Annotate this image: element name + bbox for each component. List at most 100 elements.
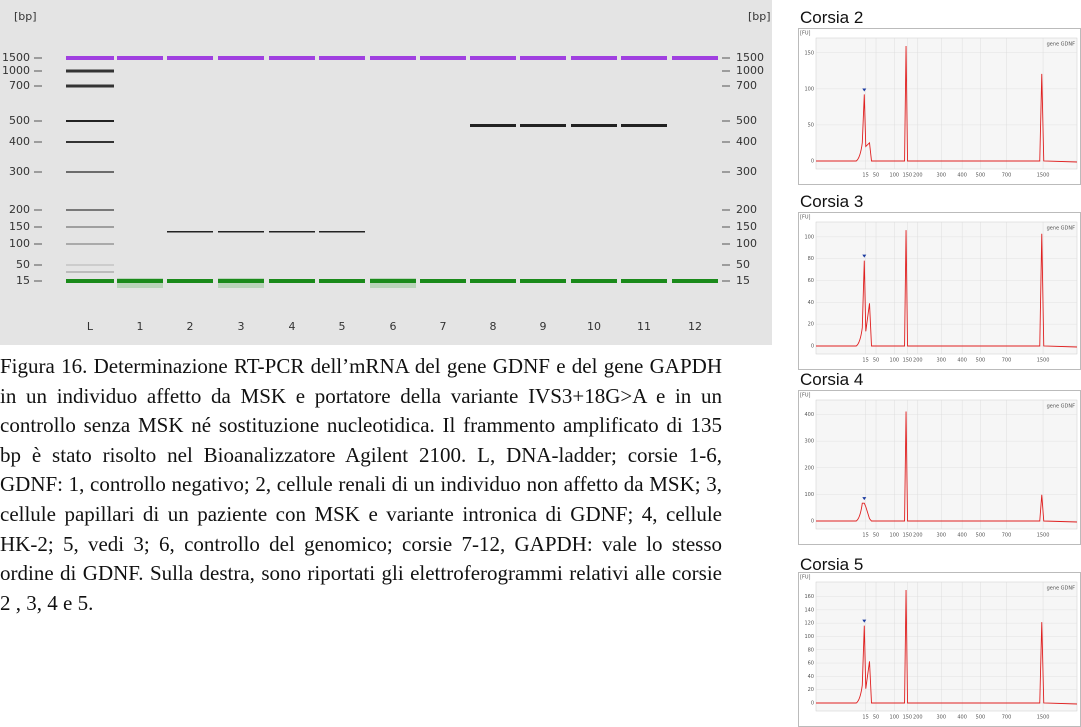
plot-area <box>816 222 1077 354</box>
x-tick-label: 150 <box>903 358 913 364</box>
x-tick-label: 300 <box>937 358 947 364</box>
marker-band <box>167 279 213 283</box>
x-tick-label: 50 <box>873 173 879 179</box>
marker-band <box>218 56 264 60</box>
size-label-left: 15 <box>16 274 30 287</box>
left-unit: [bp] <box>14 10 37 23</box>
marker-band <box>319 279 365 283</box>
size-label-right: 500 <box>736 114 757 127</box>
x-tick-label: 150 <box>903 173 913 179</box>
y-tick-label: 20 <box>808 322 814 328</box>
ladder-band <box>66 264 114 266</box>
x-tick-label: 300 <box>937 715 947 721</box>
size-label-right: 50 <box>736 258 750 271</box>
size-label-left: 200 <box>9 203 30 216</box>
y-tick-label: 0 <box>811 159 814 165</box>
size-label-left: 1500 <box>2 51 30 64</box>
lane-label: 12 <box>688 320 702 333</box>
lane-label: 1 <box>137 320 144 333</box>
x-tick-label: 15 <box>862 533 868 539</box>
plot-area <box>816 400 1077 529</box>
gene-label: gene GDNF <box>1047 42 1076 48</box>
size-label-left: 1000 <box>2 64 30 77</box>
size-label-right: 1500 <box>736 51 764 64</box>
ladder-band <box>66 56 114 60</box>
size-label-right: 100 <box>736 237 757 250</box>
x-tick-label: 200 <box>913 533 923 539</box>
y-tick-label: 80 <box>808 256 814 262</box>
size-label-right: 700 <box>736 79 757 92</box>
x-tick-label: 700 <box>1002 715 1012 721</box>
electropherogram: [FU]gene GDNF020406080100120140160155010… <box>798 572 1081 727</box>
ladder-band <box>66 141 114 143</box>
gene-label: gene GDNF <box>1047 404 1076 410</box>
x-tick-label: 1500 <box>1037 715 1050 721</box>
y-tick-label: 100 <box>804 634 814 640</box>
lane-label: 10 <box>587 320 601 333</box>
x-tick-label: 400 <box>957 358 967 364</box>
x-tick-label: 700 <box>1002 173 1012 179</box>
ladder-band <box>66 209 114 211</box>
gene-label: gene GDNF <box>1047 226 1076 232</box>
size-label-left: 400 <box>9 135 30 148</box>
marker-band <box>420 279 466 283</box>
y-tick-label: 160 <box>804 594 814 600</box>
ladder-band <box>66 120 114 122</box>
y-unit: [FU] <box>800 575 810 581</box>
sample-band <box>470 124 516 127</box>
lane-label: 11 <box>637 320 651 333</box>
x-tick-label: 150 <box>903 533 913 539</box>
y-tick-label: 200 <box>804 465 814 471</box>
lane-label: 3 <box>238 320 245 333</box>
x-tick-label: 500 <box>976 173 986 179</box>
sample-band <box>167 231 213 233</box>
marker-band <box>218 279 264 283</box>
figure-caption: Figura 16. Determinazione RT-PCR dell’mR… <box>0 352 722 618</box>
x-tick-label: 100 <box>890 173 900 179</box>
sample-band <box>621 124 667 127</box>
sample-band <box>319 231 365 233</box>
marker-band <box>621 56 667 60</box>
size-label-right: 15 <box>736 274 750 287</box>
ladder-band <box>66 226 114 228</box>
x-tick-label: 50 <box>873 715 879 721</box>
ladder-band <box>66 243 114 245</box>
y-unit: [FU] <box>800 215 810 221</box>
lane-label: 6 <box>390 320 397 333</box>
lane-label: L <box>87 320 94 333</box>
gel-image: [bp] [bp] 150015001000100070070050050040… <box>0 0 772 345</box>
y-tick-label: 40 <box>808 300 814 306</box>
x-tick-label: 700 <box>1002 358 1012 364</box>
lane-label: 2 <box>187 320 194 333</box>
gene-label: gene GDNF <box>1047 586 1076 592</box>
x-tick-label: 15 <box>862 358 868 364</box>
marker-band <box>420 56 466 60</box>
size-label-left: 300 <box>9 165 30 178</box>
x-tick-label: 1500 <box>1037 533 1050 539</box>
x-tick-label: 150 <box>903 715 913 721</box>
x-tick-label: 200 <box>913 715 923 721</box>
x-tick-label: 300 <box>937 533 947 539</box>
y-tick-label: 150 <box>804 50 814 56</box>
size-label-right: 300 <box>736 165 757 178</box>
x-tick-label: 15 <box>862 715 868 721</box>
y-tick-label: 0 <box>811 519 814 525</box>
x-tick-label: 50 <box>873 533 879 539</box>
sample-band <box>269 231 315 233</box>
y-tick-label: 80 <box>808 647 814 653</box>
lane-label: 7 <box>440 320 447 333</box>
panel-title: Corsia 2 <box>800 8 863 28</box>
marker-band <box>117 279 163 283</box>
plot-area <box>816 38 1077 169</box>
y-tick-label: 40 <box>808 674 814 680</box>
x-tick-label: 15 <box>862 173 868 179</box>
y-tick-label: 400 <box>804 412 814 418</box>
x-tick-label: 400 <box>957 715 967 721</box>
size-label-left: 700 <box>9 79 30 92</box>
right-unit: [bp] <box>748 10 771 23</box>
size-label-right: 200 <box>736 203 757 216</box>
x-tick-label: 500 <box>976 358 986 364</box>
lane-label: 4 <box>289 320 296 333</box>
